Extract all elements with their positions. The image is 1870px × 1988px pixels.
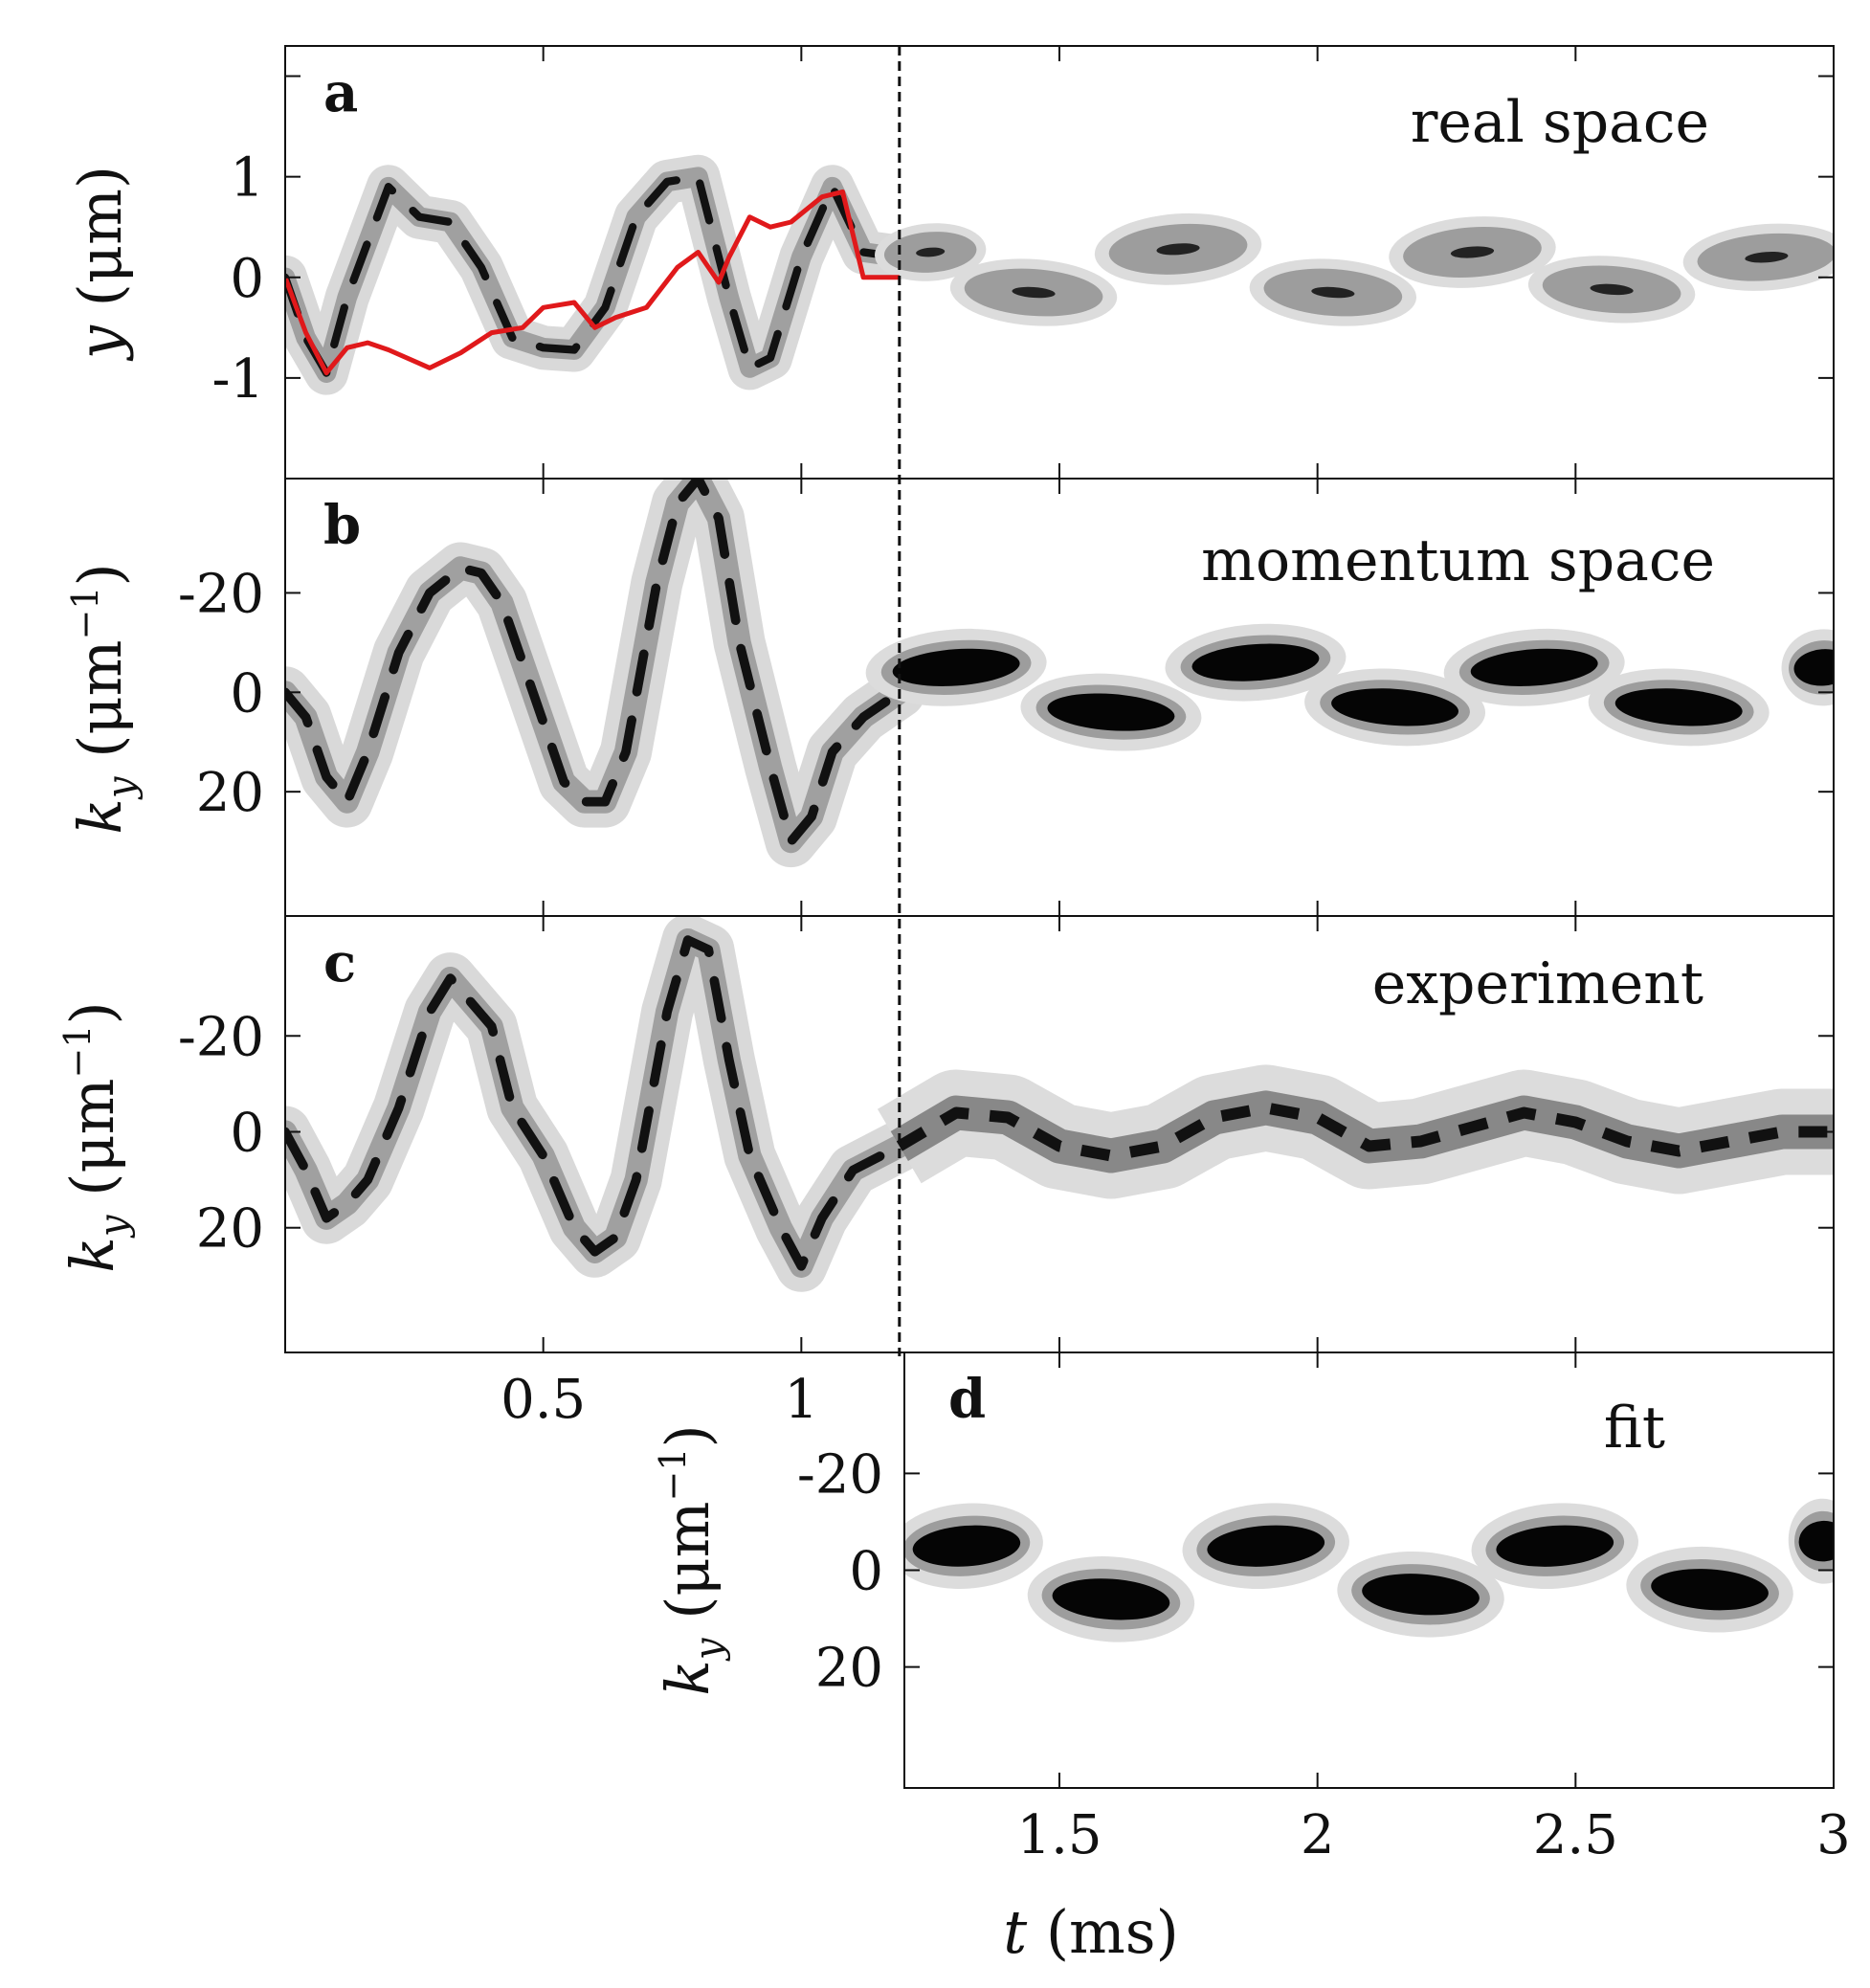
panel-d-title: fit bbox=[1604, 1395, 1665, 1462]
panel-d-blob-3 bbox=[1337, 1551, 1504, 1638]
panel-d-ytick-label-1: 0 bbox=[849, 1541, 883, 1603]
panel-b-letter: b bbox=[323, 494, 361, 557]
panel-a-blob-4 bbox=[1389, 216, 1556, 288]
panel-c-letter: c bbox=[323, 931, 356, 994]
panel-d-xtick-label-2: 2.5 bbox=[1533, 1804, 1618, 1866]
panel-a-blob-5 bbox=[1527, 256, 1696, 324]
panel-b-blob-4 bbox=[1443, 628, 1625, 706]
panel-d-blob-5 bbox=[1626, 1546, 1793, 1633]
panel-a-density-core bbox=[285, 172, 903, 377]
panel-a-blob-3 bbox=[1249, 258, 1417, 326]
panel-d-blob-1 bbox=[1027, 1556, 1195, 1642]
shared-xlabel: t (ms) bbox=[1003, 1897, 1179, 1967]
panel-d-blob-0 bbox=[904, 1503, 1043, 1589]
panel-a-ylabel: y (μm) bbox=[65, 166, 135, 362]
panel-d-blob-6 bbox=[1788, 1498, 1834, 1584]
panel-b-ytick-label-0: -20 bbox=[178, 563, 264, 625]
panel-b-blob-6 bbox=[1781, 629, 1834, 706]
panel-b-blob-3 bbox=[1304, 668, 1486, 747]
panel-d-xtick-label-0: 1.5 bbox=[1016, 1804, 1102, 1866]
panel-d-plot-area bbox=[904, 1498, 1834, 1642]
panel-b-blob-2 bbox=[1165, 623, 1347, 702]
panel-c-later-core bbox=[896, 1102, 1834, 1162]
panel-b-blob-0 bbox=[865, 628, 1047, 706]
panel-d-ytick-label-0: -20 bbox=[797, 1443, 883, 1506]
panel-c-ylabel: ky (μm−1) bbox=[56, 1001, 136, 1272]
panel-b-blob-1 bbox=[1020, 673, 1202, 751]
panel-b-density-halo bbox=[285, 479, 925, 868]
panel-c-ytick-label-2: 20 bbox=[196, 1198, 264, 1261]
panel-a-letter: a bbox=[323, 61, 358, 124]
panel-d-xtick-label-1: 2 bbox=[1301, 1804, 1335, 1866]
panel-b-ytick-label-1: 0 bbox=[230, 662, 264, 725]
panel-c-ytick-label-1: 0 bbox=[230, 1102, 264, 1164]
panel-d-letter: d bbox=[948, 1368, 986, 1431]
panel-c-ytick-label-0: -20 bbox=[178, 1006, 264, 1068]
panel-c-plot-area bbox=[285, 916, 1834, 1292]
panel-a-blob-1 bbox=[949, 258, 1118, 326]
panel-a-ytick-label-0: 1 bbox=[230, 147, 264, 210]
panel-d-ylabel: ky (μm−1) bbox=[652, 1424, 731, 1695]
panel-d-blob-2 bbox=[1182, 1503, 1349, 1590]
panel-a-title: real space bbox=[1411, 89, 1709, 156]
panel-b-density-core bbox=[285, 479, 904, 846]
panel-c-density-core bbox=[285, 935, 904, 1271]
panel-c-xtick-label-0: 0.5 bbox=[501, 1369, 586, 1431]
panel-a-blob-6 bbox=[1682, 223, 1834, 291]
panel-a-ytick-label-2: -1 bbox=[211, 348, 264, 411]
panel-b-title: momentum space bbox=[1201, 527, 1715, 594]
panel-c-density-halo bbox=[285, 916, 925, 1292]
panel-b-ylabel: ky (μm−1) bbox=[64, 563, 144, 834]
panel-d-ytick-label-2: 20 bbox=[815, 1638, 883, 1700]
panel-a-ytick-label-1: 0 bbox=[230, 248, 264, 310]
panel-a-plot-area bbox=[285, 154, 1834, 395]
panel-d-xtick-label-3: 3 bbox=[1816, 1804, 1851, 1866]
panel-a-blob-2 bbox=[1094, 212, 1262, 285]
panel-a-red-curve bbox=[285, 189, 900, 376]
panel-c-xtick-label-1: 1 bbox=[785, 1369, 819, 1431]
panel-b-plot-area bbox=[285, 479, 1834, 868]
panel-c-title: experiment bbox=[1372, 950, 1703, 1017]
panel-b-blob-5 bbox=[1588, 668, 1770, 747]
panel-a-blob-0 bbox=[875, 223, 987, 281]
panel-d-blob-4 bbox=[1471, 1503, 1638, 1590]
panel-b-ytick-label-2: 20 bbox=[196, 762, 264, 824]
